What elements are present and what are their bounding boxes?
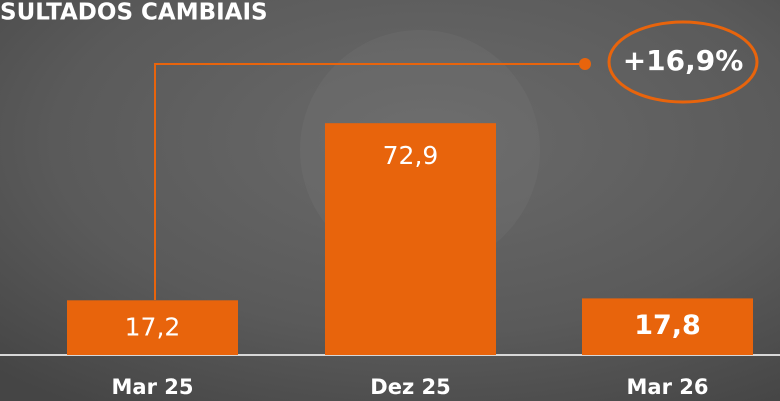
annotation: +16,9%	[623, 44, 744, 77]
annotation-line	[154, 63, 585, 300]
x-tick-label: Mar 25	[112, 375, 194, 399]
chart-title: SULTADOS CAMBIAIS	[0, 0, 268, 26]
bar	[582, 298, 753, 355]
value-label: 72,9	[383, 141, 439, 170]
value-label: 17,8	[634, 310, 701, 341]
value-label: 17,2	[125, 312, 181, 341]
annotation-dot	[579, 58, 591, 70]
x-tick-label: Dez 25	[370, 375, 450, 399]
x-tick-label: Mar 26	[627, 375, 709, 399]
bar	[67, 300, 238, 355]
annotation-ellipse	[607, 20, 759, 104]
bar	[325, 123, 496, 355]
